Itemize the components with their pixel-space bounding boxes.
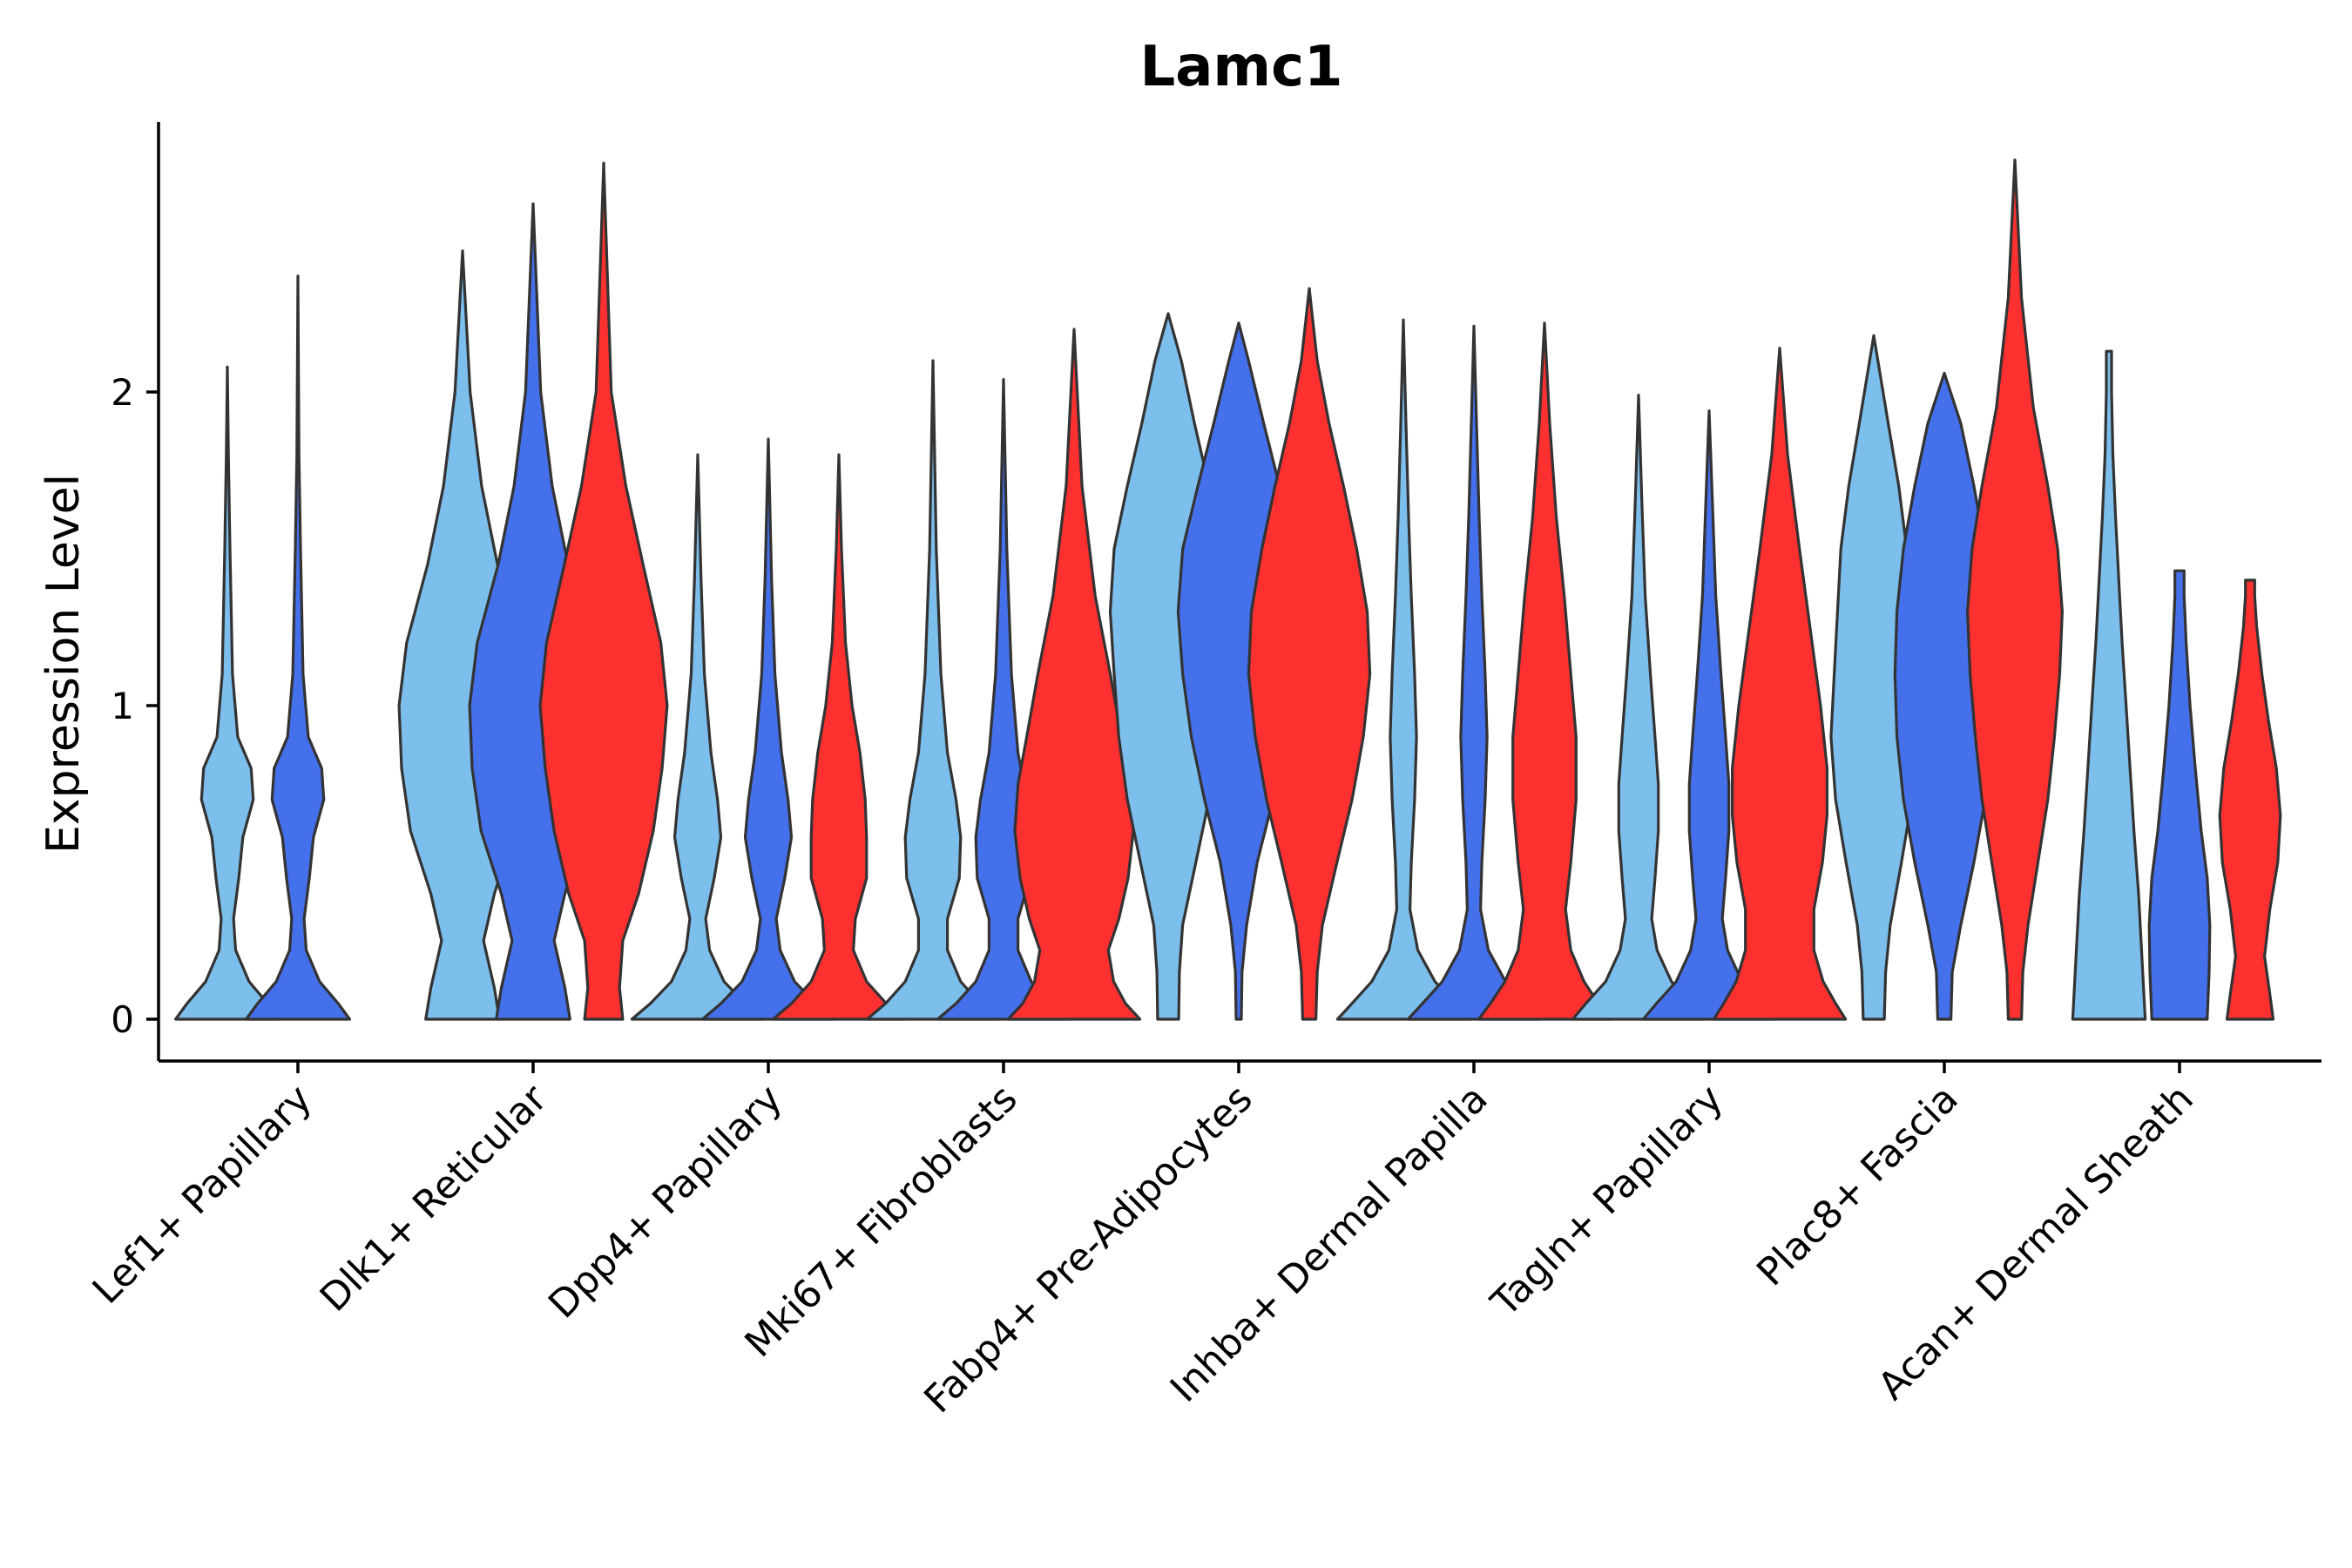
violin-9-1 (2071, 349, 2147, 1021)
violin-8-3 (1966, 159, 2064, 1021)
violin-4-2 (936, 378, 1071, 1021)
violin-6-1 (1335, 318, 1471, 1021)
violin-5-3 (1247, 287, 1372, 1021)
x-tick-label: Lef1+ Papillary (84, 1077, 321, 1313)
violin-9-3 (2218, 578, 2282, 1021)
violin-1-2 (245, 274, 351, 1021)
violin-2-3 (538, 161, 669, 1021)
x-tick-label: Tagln+ Papillary (1483, 1077, 1732, 1326)
violin-4-1 (865, 359, 1001, 1021)
violin-6-2 (1406, 324, 1542, 1021)
y-tick-label: 0 (111, 998, 134, 1041)
x-tick-label: Dpp4+ Papillary (540, 1077, 791, 1328)
violin-3-1 (630, 453, 766, 1021)
violin-3-2 (700, 437, 836, 1021)
chart-title: Lamc1 (1139, 35, 1342, 99)
x-tick-label: Plac8+ Fascia (1748, 1077, 1967, 1295)
violin-1-1 (174, 365, 280, 1021)
x-tick-label: Dlk1+ Reticular (312, 1076, 557, 1321)
violins-layer (174, 159, 2282, 1021)
violin-6-3 (1477, 321, 1612, 1021)
y-axis-label: Expression Level (37, 474, 90, 854)
violin-7-1 (1571, 394, 1707, 1021)
y-tick-label: 2 (111, 371, 134, 414)
y-tick-label: 1 (111, 685, 134, 727)
violin-3-3 (771, 453, 907, 1021)
violin-7-3 (1712, 347, 1848, 1021)
violin-4-3 (1006, 328, 1142, 1021)
violin-9-2 (2147, 569, 2212, 1021)
violin-7-2 (1641, 409, 1777, 1021)
